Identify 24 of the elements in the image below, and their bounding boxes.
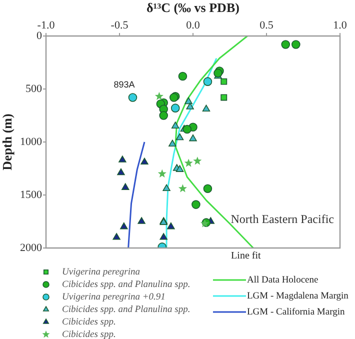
x-tick-label: -0.5 <box>110 19 129 32</box>
x-tick-label: 0.0 <box>186 19 200 32</box>
y-axis-title: Depth (m) <box>0 114 14 170</box>
x-tick-label: 1.0 <box>333 19 348 32</box>
legend-label: LGM - Magdalena Margin <box>247 292 349 302</box>
y-tick-label: 1000 <box>20 136 42 148</box>
legend-label: LGM - California Margin <box>247 308 345 318</box>
legend-label: Cibicides spp. and Planulina spp. <box>62 280 190 290</box>
y-tick-label: 2000 <box>20 242 42 254</box>
x-axis-title: δ¹³C (‰ vs PDB) <box>146 0 240 15</box>
legend-label: All Data Holocene <box>247 276 318 286</box>
y-tick-label: 500 <box>26 82 42 95</box>
annotation: 893A <box>114 79 135 90</box>
x-tick-label: 0.5 <box>260 19 274 32</box>
annotation: North Eastern Pacific <box>230 212 334 226</box>
legend-label: Cibicides spp. and Planulina spp. <box>62 305 190 315</box>
legend-label: Cibicides spp. <box>62 330 116 339</box>
y-tick-label: 0 <box>36 30 42 42</box>
legend-label: Uvigerina peregrina <box>62 268 140 278</box>
x-tick-label: -1.0 <box>37 19 56 32</box>
legend-label: Cibicides spp. <box>62 318 116 328</box>
annotation: Line fit <box>231 250 261 262</box>
legend-label: Uvigerina peregrina +0.91 <box>62 292 166 302</box>
y-tick-label: 1500 <box>20 188 42 201</box>
